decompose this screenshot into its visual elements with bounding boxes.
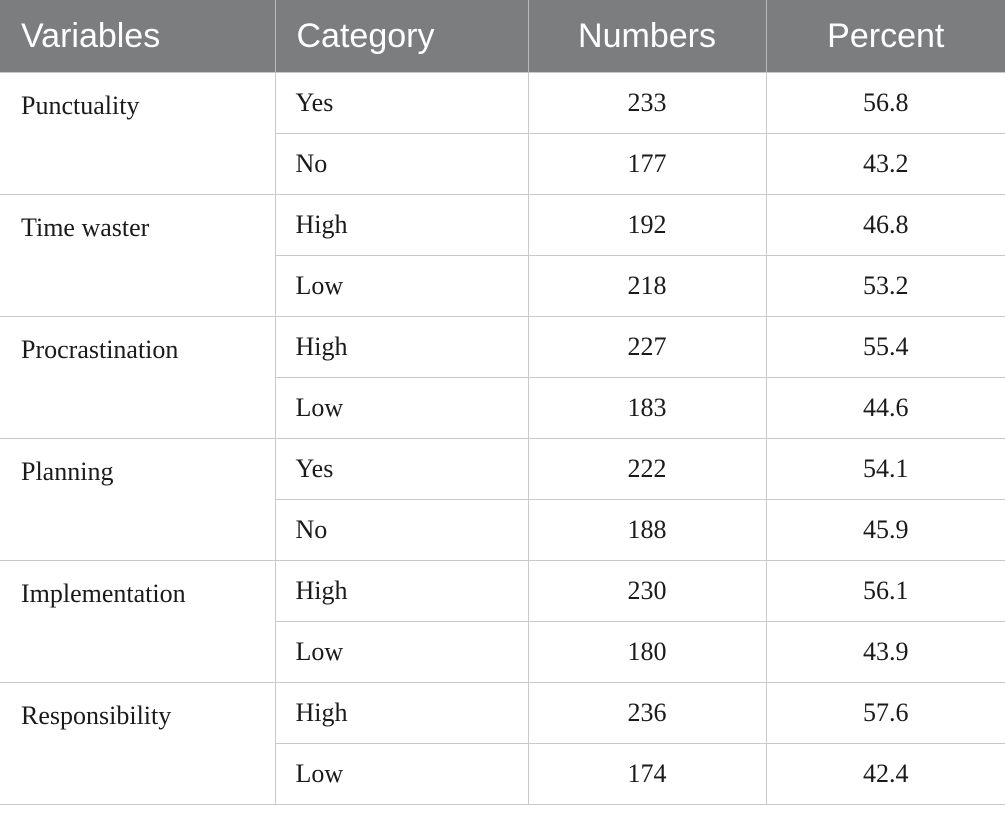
category-cell: No [274, 499, 529, 561]
category-cell: Yes [274, 72, 529, 134]
table-row: Low 218 53.2 [0, 255, 1005, 317]
percent-cell: 44.6 [765, 377, 1005, 439]
header-category: Category [275, 0, 529, 73]
category-cell: High [274, 316, 529, 378]
table-row: Planning Yes 222 54.1 [0, 438, 1005, 561]
table-row: No 188 45.9 [0, 499, 1005, 561]
table-row: Responsibility High 236 57.6 [0, 682, 1005, 805]
variable-cell: Planning [0, 438, 276, 561]
category-cell: Low [274, 621, 529, 683]
variable-cell: Time waster [0, 194, 276, 317]
category-cell: High [274, 560, 529, 622]
category-cell: Yes [274, 438, 529, 500]
numbers-cell: 236 [527, 682, 767, 744]
percent-cell: 55.4 [765, 316, 1005, 378]
table-row: Low 174 42.4 [0, 743, 1005, 805]
numbers-cell: 174 [527, 743, 767, 805]
header-variables: Variables [0, 0, 276, 73]
header-numbers: Numbers [528, 0, 767, 73]
table-row: Procrastination High 227 55.4 [0, 316, 1005, 439]
percent-cell: 45.9 [765, 499, 1005, 561]
percent-cell: 46.8 [765, 194, 1005, 256]
variable-cell: Implementation [0, 560, 276, 683]
numbers-cell: 177 [527, 133, 767, 195]
numbers-cell: 218 [527, 255, 767, 317]
category-cell: Low [274, 255, 529, 317]
numbers-cell: 227 [527, 316, 767, 378]
numbers-cell: 183 [527, 377, 767, 439]
table-body: Punctuality Yes 233 56.8 No 177 43.2 Tim… [0, 72, 1005, 805]
category-cell: High [274, 194, 529, 256]
category-cell: High [274, 682, 529, 744]
numbers-cell: 192 [527, 194, 767, 256]
table-header: Variables Category Numbers Percent [0, 0, 1005, 73]
variable-cell: Procrastination [0, 316, 276, 439]
percent-cell: 56.1 [765, 560, 1005, 622]
percent-cell: 43.2 [765, 133, 1005, 195]
variable-cell: Responsibility [0, 682, 276, 805]
table-row: Time waster High 192 46.8 [0, 194, 1005, 317]
header-percent: Percent [766, 0, 1005, 73]
table-row: Punctuality Yes 233 56.8 [0, 72, 1005, 195]
category-cell: Low [274, 743, 529, 805]
percent-cell: 56.8 [765, 72, 1005, 134]
percent-cell: 43.9 [765, 621, 1005, 683]
category-cell: No [274, 133, 529, 195]
percent-cell: 57.6 [765, 682, 1005, 744]
table-row: Low 183 44.6 [0, 377, 1005, 439]
table-row: Implementation High 230 56.1 [0, 560, 1005, 683]
category-cell: Low [274, 377, 529, 439]
table-row: No 177 43.2 [0, 133, 1005, 195]
header-row: Variables Category Numbers Percent [0, 0, 1005, 73]
numbers-cell: 188 [527, 499, 767, 561]
numbers-cell: 222 [527, 438, 767, 500]
percent-cell: 54.1 [765, 438, 1005, 500]
data-table: Variables Category Numbers Percent Punct… [0, 0, 1005, 805]
variable-cell: Punctuality [0, 72, 276, 195]
percent-cell: 53.2 [765, 255, 1005, 317]
numbers-cell: 233 [527, 72, 767, 134]
numbers-cell: 230 [527, 560, 767, 622]
percent-cell: 42.4 [765, 743, 1005, 805]
numbers-cell: 180 [527, 621, 767, 683]
